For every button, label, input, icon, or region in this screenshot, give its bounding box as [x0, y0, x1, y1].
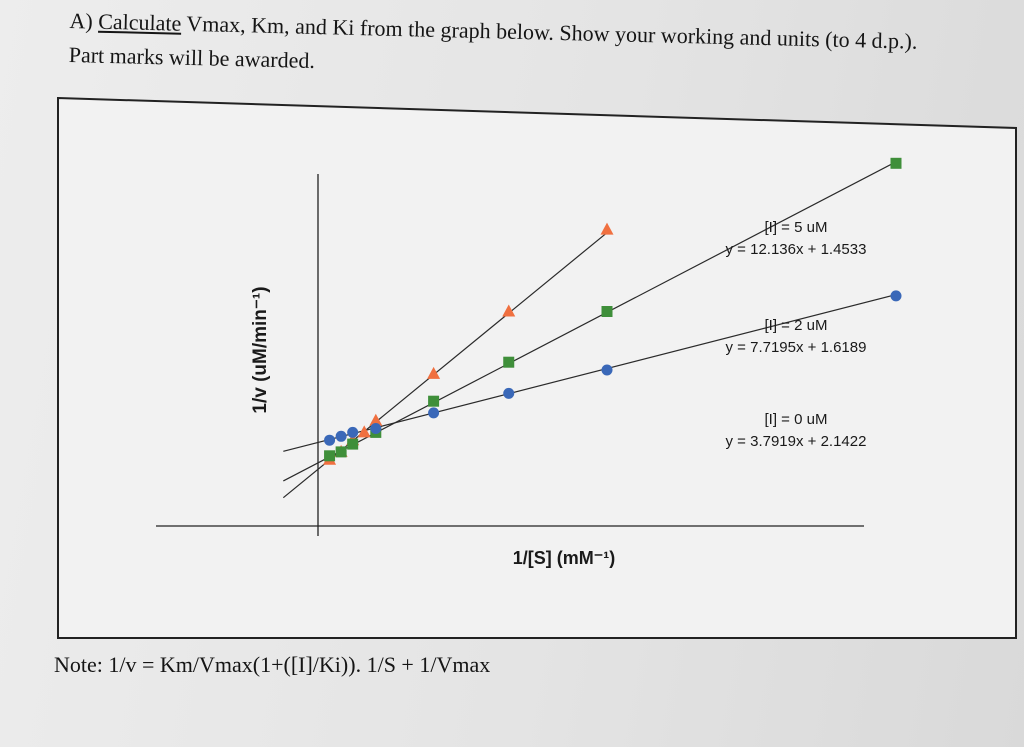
lineweaver-burk-chart: 1/[S] (mM⁻¹) 1/v (uM/min⁻¹) [I] = 5 uM y …: [57, 96, 1017, 639]
question-calculate-word: Calculate: [98, 8, 182, 36]
marker-circle-1: [335, 430, 347, 442]
series-equation-2: y = 3.7919x + 2.1422: [726, 433, 867, 450]
marker-circle-5: [503, 387, 515, 399]
marker-circle-3: [370, 423, 382, 434]
y-axis-label: 1/v (uM/min⁻¹): [250, 286, 271, 413]
marker-square-7: [890, 157, 902, 169]
chart-border: [57, 96, 1017, 639]
marker-circle-4: [428, 407, 440, 419]
question-text: A) Calculate Vmax, Km, and Ki from the g…: [68, 4, 1019, 95]
marker-triangle-6: [502, 304, 516, 317]
series-equation-0: y = 12.136x + 1.4533: [726, 241, 867, 258]
equation-labels: [I] = 5 uM y = 12.136x + 1.4533 [I] = 2 uM…: [726, 219, 867, 450]
series-name-0: [I] = 5 uM: [765, 219, 828, 236]
note-text: Note: 1/v = Km/Vmax(1+([I]/Ki)). 1/S + 1…: [54, 652, 491, 677]
marker-square-1: [335, 446, 347, 458]
question-prefix: A): [69, 7, 99, 34]
marker-square-6: [601, 306, 613, 317]
marker-square-5: [503, 356, 515, 368]
trendline-series-2: [283, 293, 897, 452]
trendline-series-1: [283, 161, 897, 482]
series-name-1: [I] = 2 uM: [765, 317, 828, 334]
marker-circle-2: [347, 426, 359, 438]
marker-circle-6: [601, 364, 613, 376]
marker-triangle-4: [369, 413, 383, 426]
marker-square-2: [347, 438, 359, 450]
marker-triangle-5: [427, 366, 441, 379]
marker-square-4: [428, 395, 440, 407]
marker-circle-0: [324, 434, 336, 446]
series-name-2: [I] = 0 uM: [765, 411, 828, 428]
marker-square-0: [324, 450, 336, 462]
marker-triangle-7: [600, 222, 614, 235]
marker-circle-7: [890, 290, 902, 302]
marker-triangle-3: [357, 425, 371, 438]
chart-frame: 1/[S] (mM⁻¹) 1/v (uM/min⁻¹) [I] = 5 uM y …: [56, 92, 1024, 642]
series-equation-1: y = 7.7195x + 1.6189: [726, 339, 867, 356]
plot-area: [156, 157, 902, 536]
x-axis-label: 1/[S] (mM⁻¹): [513, 548, 616, 568]
